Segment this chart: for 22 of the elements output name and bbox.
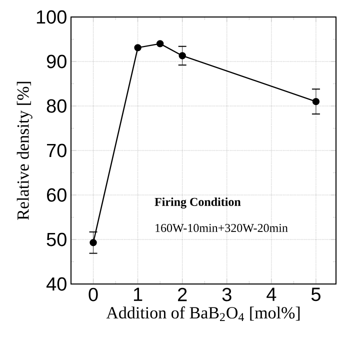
point: [312, 98, 320, 106]
x-tick-label: 1: [134, 288, 142, 301]
point: [134, 44, 142, 52]
annotation: Firing Condition: [154, 198, 241, 208]
y-axis-title: Relative density [%]: [16, 82, 32, 220]
x-tick-label: 5: [311, 288, 320, 302]
x-tick-label: 4: [266, 288, 276, 301]
y-tick-label: 100: [36, 10, 66, 24]
x-tick-label: 0: [88, 288, 98, 302]
x-tick-label: 2: [178, 288, 187, 302]
annotation: 160W-10min+320W-20min: [156, 224, 288, 232]
x-axis-title: Addition of BaB$_{2}$O$_{4}$ [mol%]: [106, 306, 300, 321]
y-tick-label: 90: [46, 54, 66, 68]
x-tick-label: 3: [222, 288, 232, 302]
point: [156, 40, 164, 48]
point: [178, 52, 186, 60]
y-tick-label: 50: [46, 232, 66, 246]
y-tick-label: 60: [47, 188, 66, 202]
point: [90, 239, 97, 246]
y-tick-label: 40: [46, 277, 66, 291]
y-tick-label: 70: [47, 144, 66, 158]
y-tick-label: 80: [46, 99, 66, 113]
